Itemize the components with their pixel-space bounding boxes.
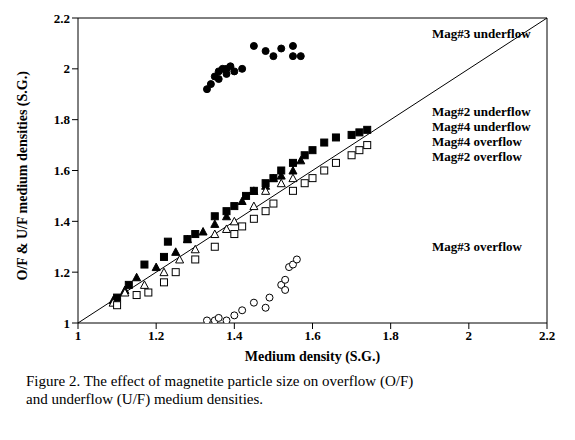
svg-text:1.8: 1.8 <box>54 112 71 127</box>
html-text:Mag#2 overflow: Mag#2 overflow <box>432 149 522 164</box>
svg-text:O/F & U/F medium densities (S.: O/F & U/F medium densities (S.G.) <box>15 71 31 281</box>
html-text:Mag#2 underflow: Mag#2 underflow <box>432 104 531 119</box>
svg-text:1.8: 1.8 <box>383 328 400 343</box>
svg-text:1.4: 1.4 <box>226 328 243 343</box>
svg-text:2: 2 <box>64 61 71 76</box>
svg-text:2.2: 2.2 <box>539 328 555 343</box>
svg-text:1.2: 1.2 <box>148 328 164 343</box>
html-text:Mag#4 overflow: Mag#4 overflow <box>432 134 522 149</box>
svg-text:2: 2 <box>466 328 473 343</box>
svg-text:Medium density (S.G.): Medium density (S.G.) <box>245 349 381 365</box>
svg-text:2.2: 2.2 <box>54 11 70 26</box>
svg-text:1.4: 1.4 <box>54 214 71 229</box>
svg-text:1.6: 1.6 <box>304 328 321 343</box>
svg-text:1: 1 <box>64 316 71 331</box>
svg-text:1.2: 1.2 <box>54 265 70 280</box>
html-text:Mag#4 underflow: Mag#4 underflow <box>432 119 531 134</box>
html-text:Mag#3 overflow: Mag#3 overflow <box>432 239 522 254</box>
svg-text:1.6: 1.6 <box>54 163 71 178</box>
html-text:Figure 2. The effect of magnet: Figure 2. The effect of magnetite partic… <box>26 373 414 407</box>
html-text:Mag#3 underflow: Mag#3 underflow <box>432 26 531 41</box>
svg-text:1: 1 <box>75 328 82 343</box>
